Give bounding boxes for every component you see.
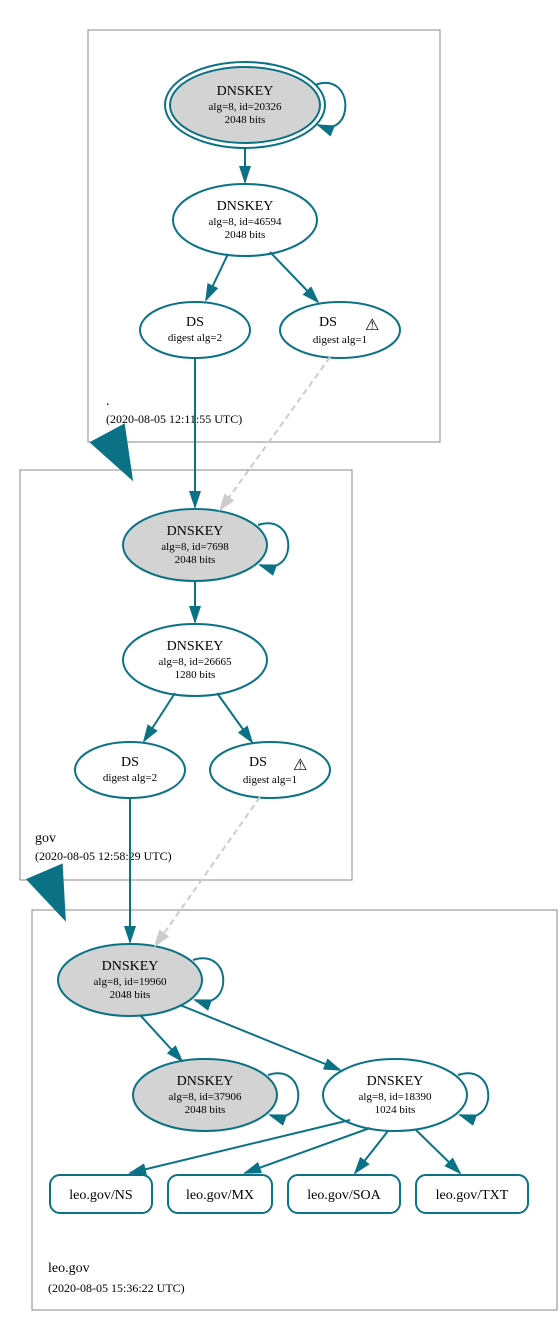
edge-zone-gov-leo	[48, 880, 60, 908]
edge-gov-zsk-ds1	[217, 693, 252, 742]
warning-icon: ⚠	[365, 317, 379, 334]
node-gov-ksk: DNSKEY alg=8, id=7698 2048 bits	[123, 509, 267, 581]
warning-icon: ⚠	[293, 757, 307, 774]
zone-root-label: .	[106, 394, 110, 409]
zone-gov-label: gov	[35, 831, 56, 846]
svg-text:alg=8, id=37906: alg=8, id=37906	[169, 1091, 242, 1103]
svg-text:digest alg=1: digest alg=1	[313, 334, 367, 346]
svg-text:leo.gov/SOA: leo.gov/SOA	[307, 1188, 381, 1203]
svg-text:leo.gov/TXT: leo.gov/TXT	[436, 1188, 509, 1203]
edge-root-ds1-gov-ksk	[220, 357, 330, 510]
svg-text:alg=8, id=18390: alg=8, id=18390	[359, 1091, 432, 1103]
dnssec-diagram: . (2020-08-05 12:11:55 UTC) DNSKEY alg=8…	[10, 10, 559, 1330]
svg-text:alg=8, id=7698: alg=8, id=7698	[161, 541, 229, 553]
rrset-txt: leo.gov/TXT	[416, 1175, 528, 1213]
edge-zsk-soa	[355, 1131, 388, 1173]
svg-text:leo.gov/NS: leo.gov/NS	[69, 1188, 132, 1203]
svg-text:leo.gov/MX: leo.gov/MX	[186, 1188, 254, 1203]
node-gov-ds1: DS ⚠ digest alg=1	[210, 742, 330, 798]
svg-text:2048 bits: 2048 bits	[175, 554, 216, 566]
node-root-ds1: DS ⚠ digest alg=1	[280, 302, 400, 358]
svg-text:2048 bits: 2048 bits	[185, 1104, 226, 1116]
zone-leo-time: (2020-08-05 15:36:22 UTC)	[48, 1281, 185, 1295]
svg-text:2048 bits: 2048 bits	[225, 114, 266, 126]
svg-text:DNSKEY: DNSKEY	[167, 639, 224, 654]
rrset-soa: leo.gov/SOA	[288, 1175, 400, 1213]
edge-zone-root-gov	[112, 442, 126, 468]
svg-text:DNSKEY: DNSKEY	[102, 959, 159, 974]
node-root-zsk: DNSKEY alg=8, id=46594 2048 bits	[173, 184, 317, 256]
svg-text:DNSKEY: DNSKEY	[217, 84, 274, 99]
edge-zsk-mx	[245, 1128, 370, 1173]
node-root-ds2: DS digest alg=2	[140, 302, 250, 358]
svg-text:DS: DS	[121, 755, 139, 770]
node-gov-ds2: DS digest alg=2	[75, 742, 185, 798]
svg-text:1024 bits: 1024 bits	[375, 1104, 416, 1116]
svg-text:2048 bits: 2048 bits	[110, 989, 151, 1001]
node-gov-zsk: DNSKEY alg=8, id=26665 1280 bits	[123, 624, 267, 696]
svg-text:2048 bits: 2048 bits	[225, 229, 266, 241]
svg-text:digest alg=1: digest alg=1	[243, 774, 297, 786]
svg-text:DNSKEY: DNSKEY	[217, 199, 274, 214]
svg-text:alg=8, id=26665: alg=8, id=26665	[159, 656, 232, 668]
edge-root-zsk-ds2	[206, 254, 228, 300]
node-leo-zsk: DNSKEY alg=8, id=18390 1024 bits	[323, 1059, 467, 1131]
node-leo-k2: DNSKEY alg=8, id=37906 2048 bits	[133, 1059, 277, 1131]
svg-text:DNSKEY: DNSKEY	[367, 1074, 424, 1089]
edge-root-zsk-ds1	[270, 252, 318, 302]
edge-leo-ksk-k2	[140, 1015, 182, 1061]
svg-text:alg=8, id=20326: alg=8, id=20326	[209, 101, 282, 113]
zone-gov-time: (2020-08-05 12:58:29 UTC)	[35, 849, 172, 863]
svg-text:digest alg=2: digest alg=2	[103, 772, 157, 784]
node-root-ksk: DNSKEY alg=8, id=20326 2048 bits	[165, 62, 325, 148]
zone-leo-label: leo.gov	[48, 1261, 90, 1276]
edge-gov-ds1-leo-ksk	[155, 797, 260, 946]
svg-text:DS: DS	[249, 755, 267, 770]
svg-text:DS: DS	[186, 315, 204, 330]
rrset-mx: leo.gov/MX	[168, 1175, 272, 1213]
svg-text:alg=8, id=46594: alg=8, id=46594	[209, 216, 282, 228]
svg-text:1280 bits: 1280 bits	[175, 669, 216, 681]
zone-root-time: (2020-08-05 12:11:55 UTC)	[106, 412, 242, 426]
svg-text:digest alg=2: digest alg=2	[168, 332, 222, 344]
svg-text:DNSKEY: DNSKEY	[167, 524, 224, 539]
svg-text:DNSKEY: DNSKEY	[177, 1074, 234, 1089]
edge-zsk-txt	[415, 1129, 460, 1173]
svg-text:DS: DS	[319, 315, 337, 330]
svg-text:alg=8, id=19960: alg=8, id=19960	[94, 976, 167, 988]
rrset-ns: leo.gov/NS	[50, 1175, 152, 1213]
edge-gov-zsk-ds2	[144, 693, 175, 741]
